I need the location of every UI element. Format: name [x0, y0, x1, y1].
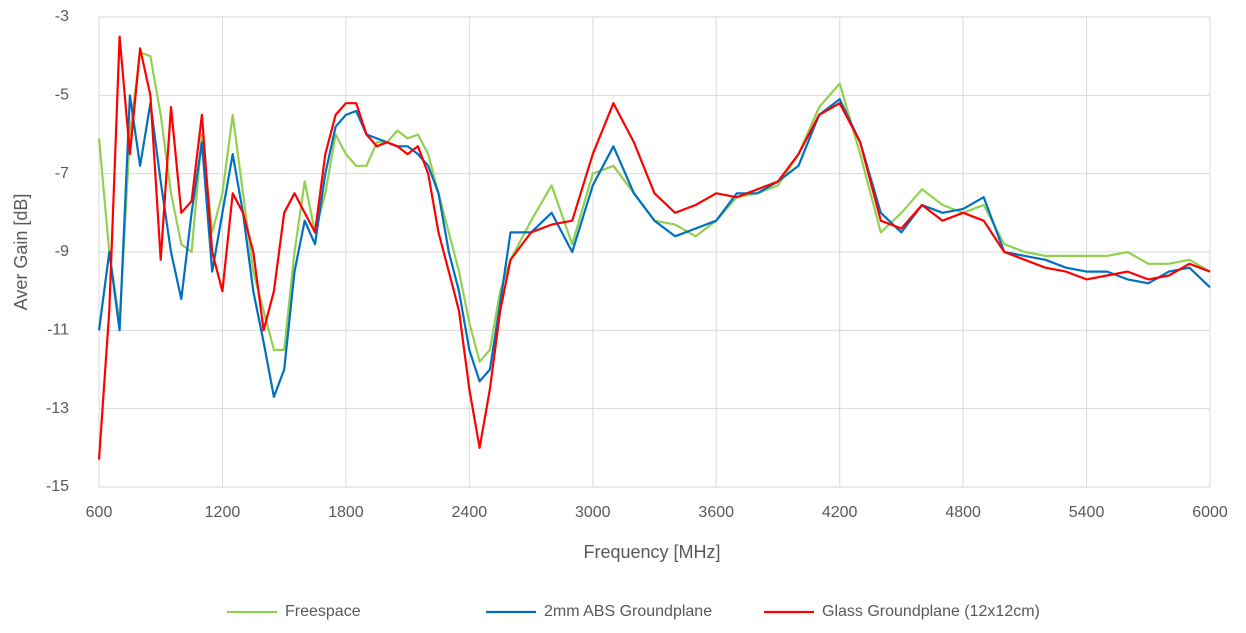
x-tick-label: 4800	[945, 504, 981, 521]
x-tick-label: 600	[86, 504, 113, 521]
series-line	[97, 51, 1211, 363]
y-tick-label: -7	[55, 165, 69, 182]
x-tick-label: 1200	[205, 504, 241, 521]
series-line	[97, 94, 1211, 398]
x-tick-label: 4200	[822, 504, 858, 521]
y-tick-label: -3	[55, 8, 69, 25]
y-tick-label: -9	[55, 243, 69, 260]
x-tick-label: 5400	[1069, 504, 1105, 521]
y-tick-label: -15	[46, 478, 69, 495]
x-tick-label: 3600	[698, 504, 734, 521]
series-line	[97, 35, 1211, 460]
x-tick-label: 2400	[452, 504, 488, 521]
y-tick-label: -13	[46, 400, 69, 417]
x-tick-label: 6000	[1192, 504, 1228, 521]
y-axis-title: Aver Gain [dB]	[11, 194, 31, 311]
legend-label: Glass Groundplane (12x12cm)	[822, 603, 1040, 620]
y-tick-label: -11	[47, 322, 69, 339]
x-tick-label: 3000	[575, 504, 611, 521]
x-axis-title: Frequency [MHz]	[583, 542, 720, 562]
legend-label: 2mm ABS Groundplane	[544, 603, 712, 620]
y-tick-label: -5	[55, 87, 69, 104]
x-tick-label: 1800	[328, 504, 364, 521]
legend-label: Freespace	[285, 603, 361, 620]
